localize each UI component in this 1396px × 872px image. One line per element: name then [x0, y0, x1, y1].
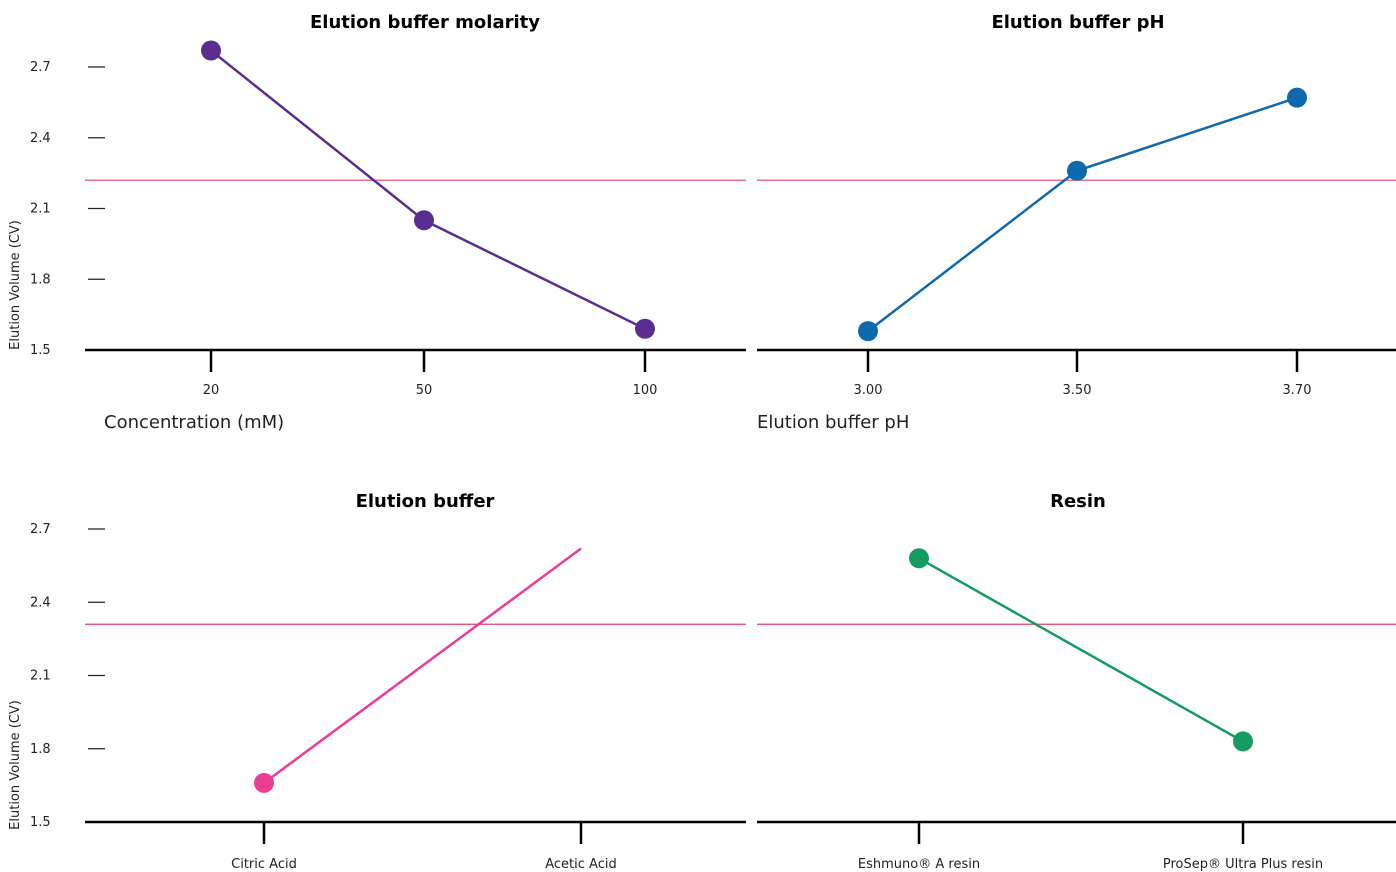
y-tick-label: 1.5: [30, 343, 51, 358]
panel-elution-buffer-ph: Elution buffer pH Elution buffer pH: [757, 12, 1165, 433]
x-tick-label: 3.00: [854, 383, 883, 398]
y-tick-label: 2.1: [30, 202, 51, 217]
x-tick-label: 50: [416, 383, 433, 398]
y-tick-label: 2.1: [30, 669, 51, 684]
data-point: [1287, 87, 1307, 108]
x-tick-label: Citric Acid: [231, 857, 297, 872]
panel-elution-buffer-molarity: Elution buffer molarity Concentration (m…: [8, 12, 540, 433]
series-line: [867, 96, 1298, 333]
panel-resin: Resin: [1050, 491, 1106, 512]
y-tick-label: 1.8: [30, 272, 51, 287]
y-tick-label: 2.7: [30, 60, 51, 75]
data-point: [909, 548, 929, 569]
data-point: [1233, 731, 1253, 752]
y-tick-label: 2.4: [30, 595, 51, 610]
data-point: [414, 210, 434, 231]
data-point: [201, 40, 221, 61]
panel-elution-buffer: Elution buffer Elution Volume (CV): [8, 491, 495, 830]
y-tick-label: 2.4: [30, 131, 51, 146]
data-point: [254, 772, 274, 793]
x-tick-label: Acetic Acid: [545, 857, 616, 872]
x-tick-label: ProSep® Ultra Plus resin: [1163, 857, 1323, 872]
x-tick-label: 100: [633, 383, 658, 398]
y-tick-label: 1.5: [30, 815, 51, 830]
chart-marks: 1.5 1.8 2.1 2.4 2.7 20 50 100 3.00 3.50 3.70 1.5 1.8…: [30, 40, 1396, 872]
x-tick-label: Eshmuno® A resin: [858, 857, 980, 872]
y-tick-label: 2.7: [30, 522, 51, 537]
series-line: [263, 547, 582, 784]
series-line: [918, 557, 1244, 743]
y-axis-label: Elution Volume (CV): [8, 220, 23, 350]
chart-title: Elution buffer pH: [991, 12, 1164, 33]
x-tick-label: 20: [203, 383, 220, 398]
series-line: [210, 49, 646, 330]
chart-title: Elution buffer molarity: [310, 12, 540, 33]
data-point: [858, 321, 878, 342]
y-axis-label: Elution Volume (CV): [8, 700, 23, 830]
x-axis-label: Concentration (mM): [104, 412, 284, 433]
y-tick-label: 1.8: [30, 742, 51, 757]
x-axis-label: Elution buffer pH: [757, 412, 909, 433]
data-point: [635, 318, 655, 339]
x-tick-label: 3.50: [1063, 383, 1092, 398]
data-point: [1067, 160, 1087, 181]
x-tick-label: 3.70: [1283, 383, 1312, 398]
chart-title: Elution buffer: [356, 491, 495, 512]
chart-title: Resin: [1050, 491, 1106, 512]
